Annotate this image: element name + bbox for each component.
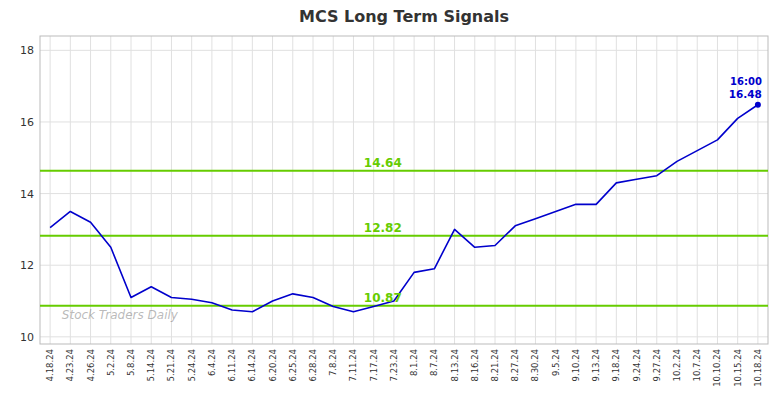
plot-frame [40, 36, 768, 344]
x-tick-label: 10.15.24 [733, 349, 743, 387]
grid-line [677, 36, 678, 344]
x-tick-label: 9.13.24 [591, 349, 601, 381]
x-tick-label: 4.26.24 [86, 349, 96, 381]
annotation: 16:00 [730, 76, 762, 87]
x-tick-label: 6.28.24 [308, 349, 318, 381]
x-tick-label: 6.4.24 [207, 349, 217, 376]
x-tick-label: 4.23.24 [65, 349, 75, 381]
grid-line [434, 36, 435, 344]
grid-line [616, 36, 617, 344]
grid-line [555, 36, 556, 344]
x-tick-label: 6.25.24 [288, 349, 298, 381]
grid [40, 36, 768, 344]
chart: MCS Long Term Signals 10 12 14 16 18 4.18.24 4.… [0, 0, 784, 398]
grid-line [191, 36, 192, 344]
x-tick-label: 9.24.24 [632, 349, 642, 381]
x-tick-label: 8.16.24 [470, 349, 480, 381]
grid-line [70, 36, 71, 344]
signal-line [40, 305, 768, 307]
grid-line [697, 36, 698, 344]
x-tick-label: 9.10.24 [571, 349, 581, 381]
x-tick-label: 8.1.24 [409, 349, 419, 376]
y-tick-label: 16 [20, 116, 34, 129]
grid-line [272, 36, 273, 344]
grid-line [717, 36, 718, 344]
plot-area [40, 102, 768, 312]
grid-line [40, 265, 768, 266]
grid-line [110, 36, 111, 344]
grid-line [40, 193, 768, 194]
price-line [50, 105, 758, 312]
x-tick-label: 4.18.24 [45, 349, 55, 381]
grid-line [333, 36, 334, 344]
grid-line [535, 36, 536, 344]
annotation: 16.48 [729, 88, 762, 100]
x-tick-label: 7.8.24 [328, 349, 338, 376]
grid-line [575, 36, 576, 344]
last-point [755, 102, 761, 108]
x-tick-label: 9.18.24 [611, 349, 621, 381]
grid-line [474, 36, 475, 344]
x-tick-label: 10.2.24 [672, 349, 682, 381]
x-tick-label: 10.18.24 [753, 349, 763, 387]
x-tick-label: 8.21.24 [490, 349, 500, 381]
x-tick-label: 8.7.24 [429, 349, 439, 376]
grid-line [151, 36, 152, 344]
y-tick-label: 14 [20, 188, 34, 201]
y-tick-label: 12 [20, 259, 34, 272]
grid-line [40, 336, 768, 337]
x-tick-label: 7.17.24 [369, 349, 379, 381]
grid-line [353, 36, 354, 344]
x-tick-label: 7.23.24 [389, 349, 399, 381]
grid-line [414, 36, 415, 344]
x-tick-label: 9.5.24 [551, 349, 561, 376]
x-tick-label: 7.11.24 [348, 349, 358, 381]
grid-line [252, 36, 253, 344]
grid-line [656, 36, 657, 344]
x-tick-label: 6.14.24 [247, 349, 257, 381]
grid-line [515, 36, 516, 344]
x-tick-label: 9.27.24 [652, 349, 662, 381]
signal-label: 10.87 [364, 291, 402, 305]
grid-line [596, 36, 597, 344]
x-tick-label: 10.7.24 [692, 349, 702, 381]
x-tick-label: 5.14.24 [146, 349, 156, 381]
signal-line [40, 170, 768, 172]
grid-line [40, 121, 768, 122]
grid-line [50, 36, 51, 344]
x-tick-label: 5.2.24 [106, 349, 116, 376]
x-tick-label: 6.11.24 [227, 349, 237, 381]
x-tick-label: 8.13.24 [450, 349, 460, 381]
x-tick-label: 10.10.24 [712, 349, 722, 387]
signal-label: 12.82 [364, 221, 402, 235]
x-tick-label: 5.21.24 [166, 349, 176, 381]
x-tick-label: 8.30.24 [530, 349, 540, 381]
y-tick-label: 18 [20, 44, 34, 57]
watermark: Stock Traders Daily [62, 308, 179, 322]
x-tick-label: 6.20.24 [268, 349, 278, 381]
grid-line [90, 36, 91, 344]
grid-line [454, 36, 455, 344]
grid-line [211, 36, 212, 344]
grid-line [495, 36, 496, 344]
title: MCS Long Term Signals [299, 7, 509, 26]
y-tick-label: 10 [20, 331, 34, 344]
signal-line [40, 235, 768, 237]
x-tick-label: 8.27.24 [510, 349, 520, 381]
grid-line [232, 36, 233, 344]
x-tick-label: 5.24.24 [187, 349, 197, 381]
grid-line [636, 36, 637, 344]
signal-label: 14.64 [364, 156, 402, 170]
x-tick-label: 5.8.24 [126, 349, 136, 376]
grid-line [292, 36, 293, 344]
grid-line [40, 50, 768, 51]
